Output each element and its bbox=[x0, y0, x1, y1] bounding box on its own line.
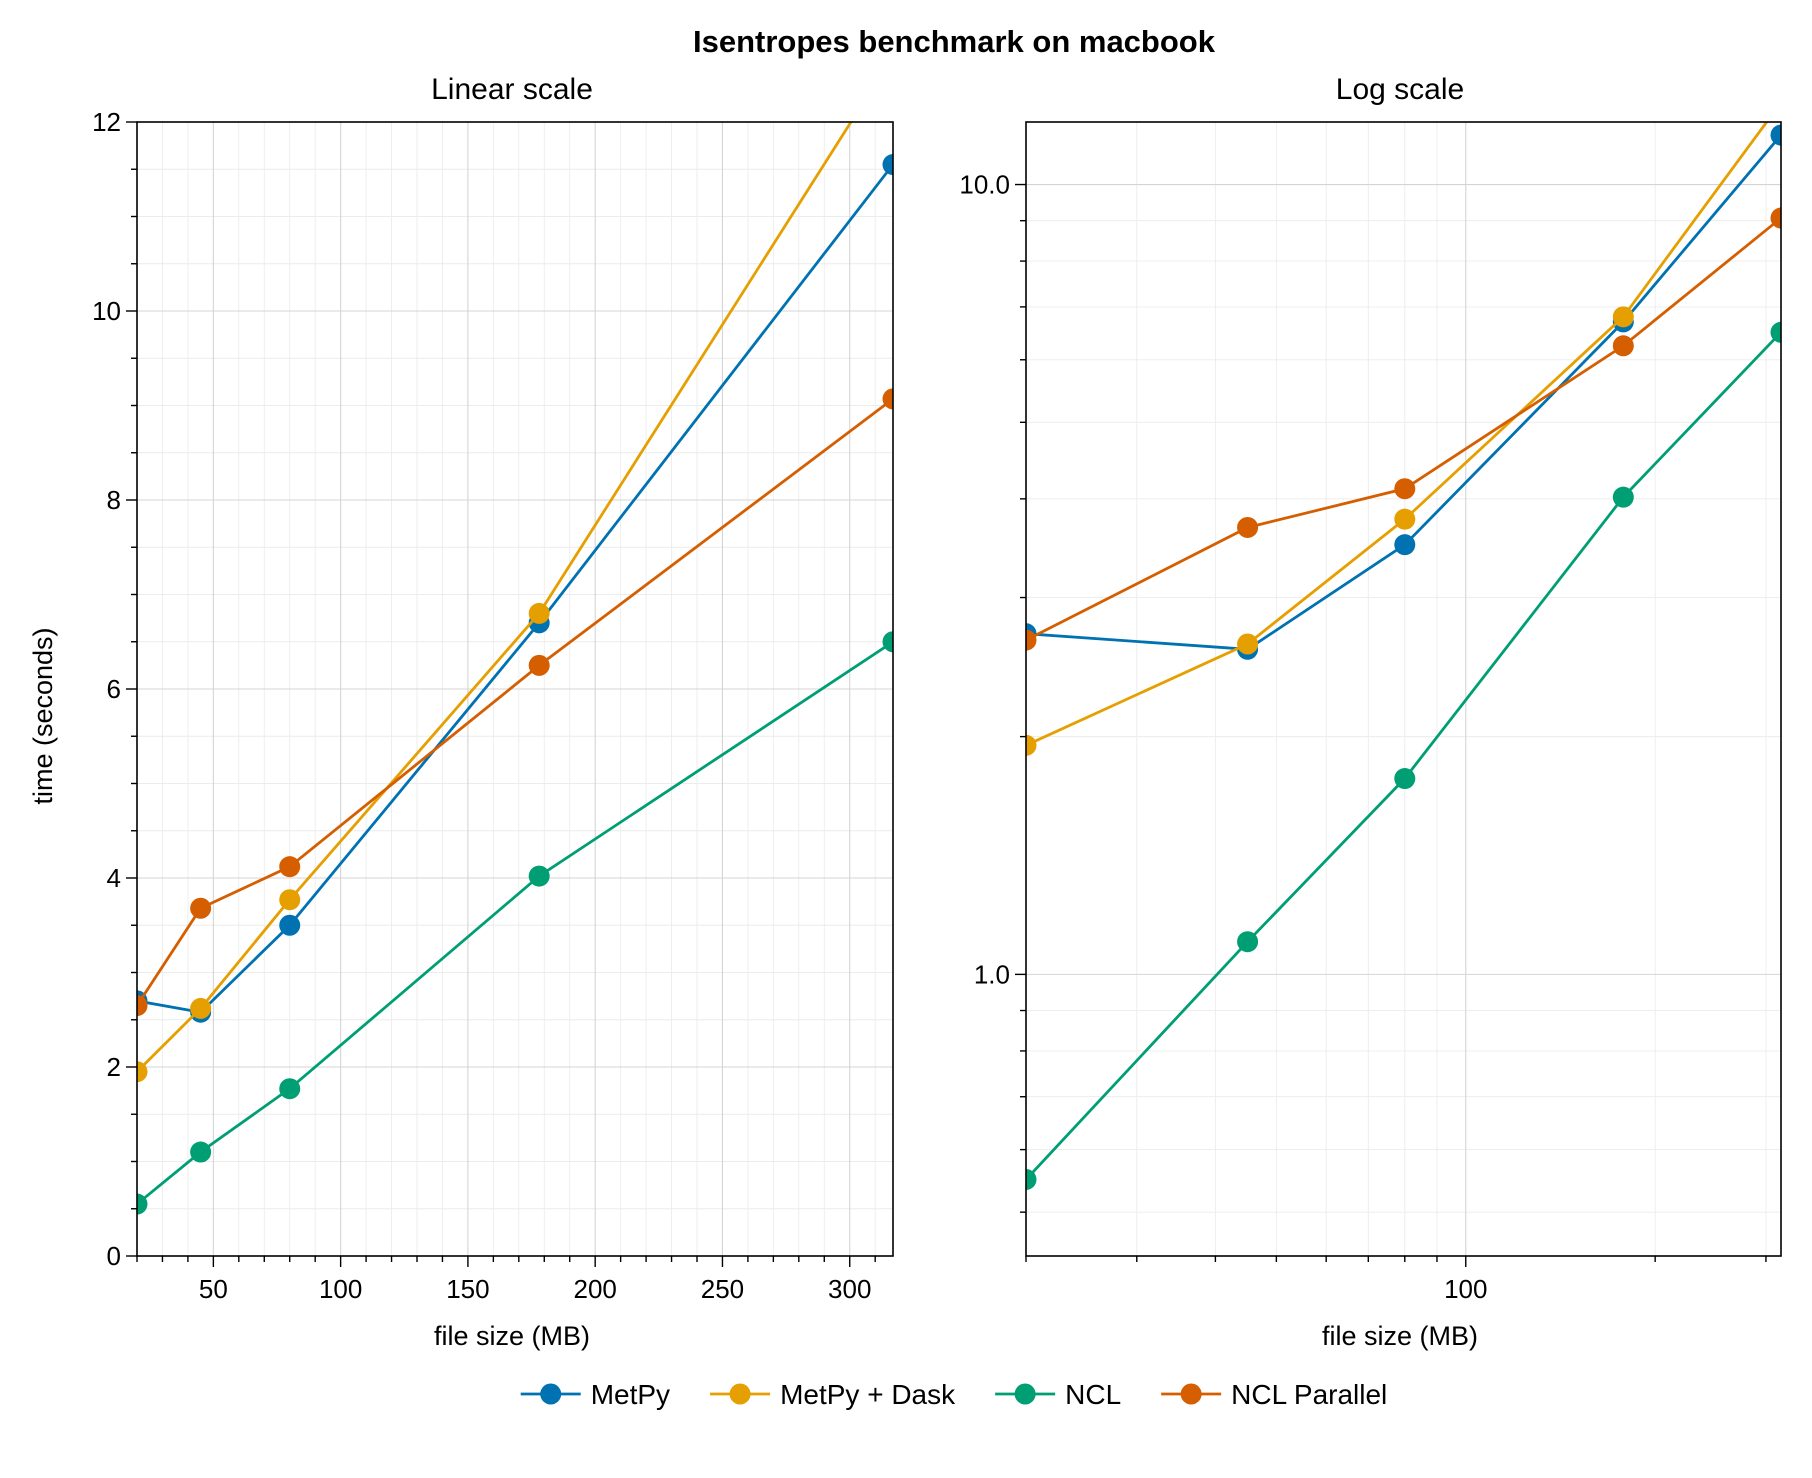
legend-item-metpy-dask: MetPy + Dask bbox=[710, 1379, 956, 1410]
log-scale-panel: Log scale file size (MB) 100 1.0 10.0 bbox=[959, 73, 1792, 1351]
legend-item-metpy: MetPy bbox=[520, 1379, 670, 1410]
y-tick-label: 4 bbox=[107, 863, 121, 893]
ncl-line bbox=[1026, 331, 1781, 1181]
linear-y-axis-title: time (seconds) bbox=[28, 627, 58, 804]
ncl-parallel-line bbox=[1026, 216, 1781, 642]
log-x-axis-title: file size (MB) bbox=[1322, 1321, 1478, 1351]
legend-label: NCL Parallel bbox=[1231, 1379, 1387, 1410]
ncl-parallel-point bbox=[190, 897, 212, 919]
x-tick-label: 100 bbox=[1444, 1274, 1487, 1304]
metpy-dask-point bbox=[1394, 508, 1416, 530]
ticks: 50 100 150 200 250 300 0 2 4 6 8 10 12 bbox=[92, 107, 876, 1304]
ncl-point bbox=[1612, 486, 1634, 508]
y-tick-label: 6 bbox=[107, 674, 121, 704]
metpy-dask-point bbox=[1771, 92, 1792, 113]
x-tick-label: 150 bbox=[446, 1274, 489, 1304]
x-tick-label: 300 bbox=[828, 1274, 871, 1304]
legend-label: MetPy + Dask bbox=[780, 1379, 956, 1410]
ncl-parallel-line bbox=[137, 397, 893, 1007]
metpy-dask-point bbox=[528, 602, 550, 624]
ncl-parallel-point bbox=[137, 995, 148, 1017]
metpy-dask-point bbox=[1026, 734, 1037, 756]
y-tick-label: 2 bbox=[107, 1052, 121, 1082]
legend-label: NCL bbox=[1065, 1379, 1121, 1410]
x-tick-label: 100 bbox=[319, 1274, 362, 1304]
metpy-dask-point bbox=[1237, 633, 1259, 655]
linear-x-axis-title: file size (MB) bbox=[434, 1321, 590, 1351]
x-tick-label: 250 bbox=[701, 1274, 744, 1304]
legend-marker bbox=[540, 1383, 562, 1405]
x-tick-label: 200 bbox=[573, 1274, 616, 1304]
ncl-parallel-point bbox=[528, 654, 550, 676]
metpy-line bbox=[1026, 134, 1781, 651]
ncl-line bbox=[137, 640, 893, 1206]
linear-panel-title: Linear scale bbox=[431, 73, 593, 106]
legend-item-ncl: NCL bbox=[995, 1379, 1121, 1410]
ncl-parallel-point bbox=[1237, 516, 1259, 538]
ncl-point bbox=[279, 1078, 301, 1100]
metpy-dask-line bbox=[1026, 122, 1769, 747]
metpy-point bbox=[882, 154, 893, 176]
legend-marker bbox=[1014, 1383, 1036, 1405]
ncl-parallel-point bbox=[882, 388, 893, 410]
ncl-point bbox=[528, 865, 550, 887]
ncl-point bbox=[1394, 768, 1416, 790]
ncl-parallel-point bbox=[279, 856, 301, 878]
ncl-parallel-point bbox=[1394, 478, 1416, 500]
ncl-point bbox=[882, 631, 893, 653]
ticks: 100 1.0 10.0 bbox=[959, 170, 1767, 1304]
gridlines bbox=[136, 121, 893, 1257]
metpy-point bbox=[1770, 124, 1781, 146]
legend-label: MetPy bbox=[591, 1379, 670, 1410]
x-tick-label: 50 bbox=[199, 1274, 228, 1304]
metpy-dask-point bbox=[137, 1061, 148, 1083]
ncl-point bbox=[137, 1193, 148, 1215]
ncl-point bbox=[1770, 321, 1781, 343]
legend-item-ncl-parallel: NCL Parallel bbox=[1161, 1379, 1387, 1410]
y-tick-label: 0 bbox=[107, 1241, 121, 1271]
ncl-point bbox=[190, 1141, 212, 1163]
ncl-parallel-point bbox=[1770, 207, 1781, 229]
y-tick-label: 12 bbox=[92, 107, 121, 137]
metpy-dask-point bbox=[1612, 306, 1634, 328]
ncl-point bbox=[1026, 1168, 1037, 1190]
axes-frame bbox=[1025, 121, 1782, 1257]
ncl-point bbox=[1237, 931, 1259, 953]
gridlines bbox=[1025, 122, 1781, 1256]
legend-marker bbox=[1180, 1383, 1202, 1405]
metpy-point bbox=[279, 914, 301, 936]
legend-marker bbox=[729, 1383, 751, 1405]
ncl-parallel-point bbox=[1612, 335, 1634, 357]
log-panel-title: Log scale bbox=[1336, 73, 1464, 106]
y-tick-label: 8 bbox=[107, 485, 121, 515]
y-tick-label: 10 bbox=[92, 296, 121, 326]
series-layer bbox=[1026, 92, 1792, 1190]
axes-frame bbox=[136, 121, 894, 1257]
y-tick-label: 10.0 bbox=[959, 170, 1010, 200]
linear-scale-panel: Linear scale file size (MB) time (second… bbox=[28, 73, 894, 1351]
y-tick-label: 1.0 bbox=[974, 959, 1010, 989]
figure-title: Isentropes benchmark on macbook bbox=[693, 24, 1216, 59]
metpy-dask-line bbox=[137, 122, 853, 1073]
metpy-dask-point bbox=[279, 889, 301, 911]
metpy-point bbox=[1394, 534, 1416, 556]
series-layer bbox=[137, 122, 893, 1215]
ncl-parallel-point bbox=[1026, 629, 1037, 651]
metpy-dask-point bbox=[190, 997, 212, 1019]
legend: MetPy MetPy + Dask NCL NCL Parallel bbox=[520, 1379, 1387, 1410]
